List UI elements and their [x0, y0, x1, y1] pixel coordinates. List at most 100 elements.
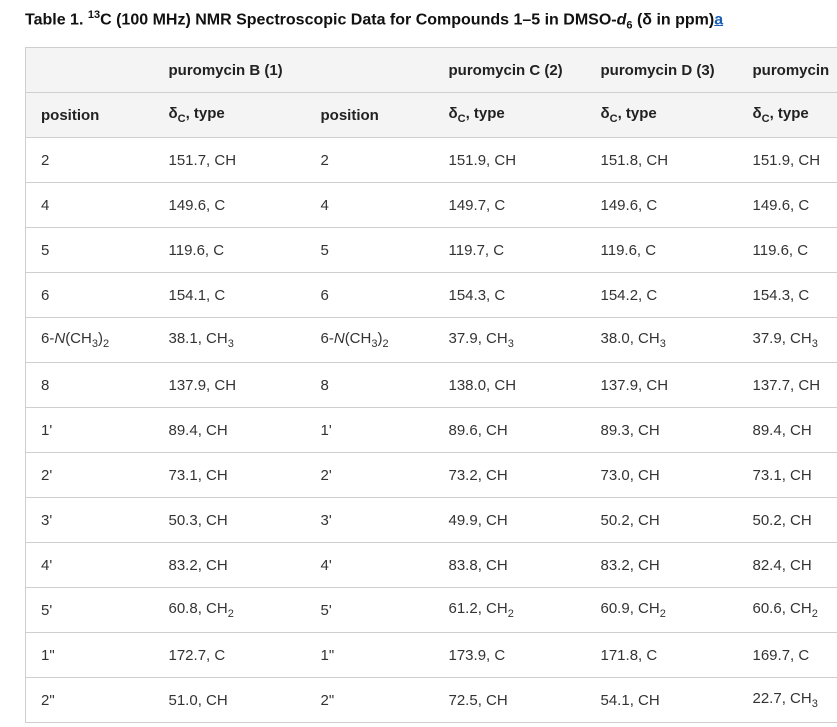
- table-cell: 82.4, CH: [738, 543, 837, 588]
- table-cell: 83.2, CH: [586, 543, 738, 588]
- header-cell: position: [306, 93, 434, 138]
- table-cell: 149.7, C: [434, 183, 586, 228]
- table-cell: 60.9, CH2: [586, 588, 738, 633]
- table-cell: 8: [306, 363, 434, 408]
- header-cell: puromycin D (3): [586, 48, 738, 93]
- table-cell: 173.9, C: [434, 633, 586, 678]
- table-cell: 50.3, CH: [154, 498, 306, 543]
- table-container: puromycin B (1) puromycin C (2) puromyci…: [25, 47, 837, 727]
- table-cell: 5: [306, 228, 434, 273]
- table-cell: 22.7, CH3: [738, 678, 837, 723]
- table-cell: 5': [26, 588, 154, 633]
- table-cell: 61.2, CH2: [434, 588, 586, 633]
- table-cell: 83.8, CH: [434, 543, 586, 588]
- header-cell: δC, type: [738, 93, 837, 138]
- table-cell: 154.2, C: [586, 273, 738, 318]
- table-cell: 119.6, C: [738, 228, 837, 273]
- header-cell: δC, type: [434, 93, 586, 138]
- table-cell: 49.9, CH: [434, 498, 586, 543]
- table-cell: 83.2, CH: [154, 543, 306, 588]
- table-cell: 72.5, CH: [434, 678, 586, 723]
- table-cell: 37.9, CH3: [738, 318, 837, 363]
- table-cell: 6: [306, 273, 434, 318]
- table-cell: 138.0, CH: [434, 363, 586, 408]
- table-cell: 119.6, C: [586, 228, 738, 273]
- table-cell: 151.8, CH: [586, 138, 738, 183]
- table-cell: 169.7, C: [738, 633, 837, 678]
- table-cell: 1': [306, 408, 434, 453]
- compound-header-row: puromycin B (1) puromycin C (2) puromyci…: [26, 48, 837, 93]
- table-cell: 51.0, CH: [154, 678, 306, 723]
- table-cell: 154.3, C: [738, 273, 837, 318]
- table-cell: 38.1, CH3: [154, 318, 306, 363]
- header-cell: [26, 48, 154, 93]
- table-cell: 37.9, CH3: [434, 318, 586, 363]
- table-cell: 50.2, CH: [738, 498, 837, 543]
- table-cell: 1": [306, 633, 434, 678]
- table-cell: 3': [26, 498, 154, 543]
- table-cell: 73.2, CH: [434, 453, 586, 498]
- table-cell: 50.2, CH: [586, 498, 738, 543]
- header-cell: puromycin B (1): [154, 48, 306, 93]
- table-cell: 2: [306, 138, 434, 183]
- table-cell: 137.9, CH: [586, 363, 738, 408]
- table-cell: 54.1, CH: [586, 678, 738, 723]
- column-header-row: position δC, type position δC, type δC, …: [26, 93, 837, 138]
- table-cell: 6-N(CH3)2: [306, 318, 434, 363]
- header-cell: δC, type: [586, 93, 738, 138]
- table-cell: 2': [306, 453, 434, 498]
- table-cell: 171.8, C: [586, 633, 738, 678]
- nmr-data-table: puromycin B (1) puromycin C (2) puromyci…: [25, 47, 837, 723]
- table-cell: 4: [26, 183, 154, 228]
- table-cell: 4': [306, 543, 434, 588]
- table-cell: 4': [26, 543, 154, 588]
- table-cell: 89.4, CH: [154, 408, 306, 453]
- table-cell: 151.9, CH: [434, 138, 586, 183]
- table-title: Table 1. 13C (100 MHz) NMR Spectroscopic…: [25, 9, 723, 32]
- header-cell: puromycin C (2): [434, 48, 586, 93]
- header-cell: [306, 48, 434, 93]
- table-cell: 119.6, C: [154, 228, 306, 273]
- table-cell: 73.1, CH: [154, 453, 306, 498]
- table-cell: 2: [26, 138, 154, 183]
- table-cell: 89.4, CH: [738, 408, 837, 453]
- table-cell: 137.9, CH: [154, 363, 306, 408]
- table-cell: 60.6, CH2: [738, 588, 837, 633]
- table-cell: 6: [26, 273, 154, 318]
- table-cell: 172.7, C: [154, 633, 306, 678]
- footnote-link[interactable]: a: [714, 11, 723, 28]
- table-cell: 4: [306, 183, 434, 228]
- table-cell: 2': [26, 453, 154, 498]
- table-cell: 73.1, CH: [738, 453, 837, 498]
- table-cell: 2": [26, 678, 154, 723]
- table-cell: 8: [26, 363, 154, 408]
- table-cell: 5: [26, 228, 154, 273]
- table-cell: 38.0, CH3: [586, 318, 738, 363]
- header-cell: δC, type: [154, 93, 306, 138]
- table-cell: 3': [306, 498, 434, 543]
- table-cell: 151.9, CH: [738, 138, 837, 183]
- table-cell: 137.7, CH: [738, 363, 837, 408]
- header-cell: position: [26, 93, 154, 138]
- table-cell: 6-N(CH3)2: [26, 318, 154, 363]
- header-cell: puromycin: [738, 48, 837, 93]
- table-cell: 1': [26, 408, 154, 453]
- table-cell: 149.6, C: [586, 183, 738, 228]
- table-cell: 149.6, C: [738, 183, 837, 228]
- table-cell: 151.7, CH: [154, 138, 306, 183]
- table-cell: 2": [306, 678, 434, 723]
- table-cell: 73.0, CH: [586, 453, 738, 498]
